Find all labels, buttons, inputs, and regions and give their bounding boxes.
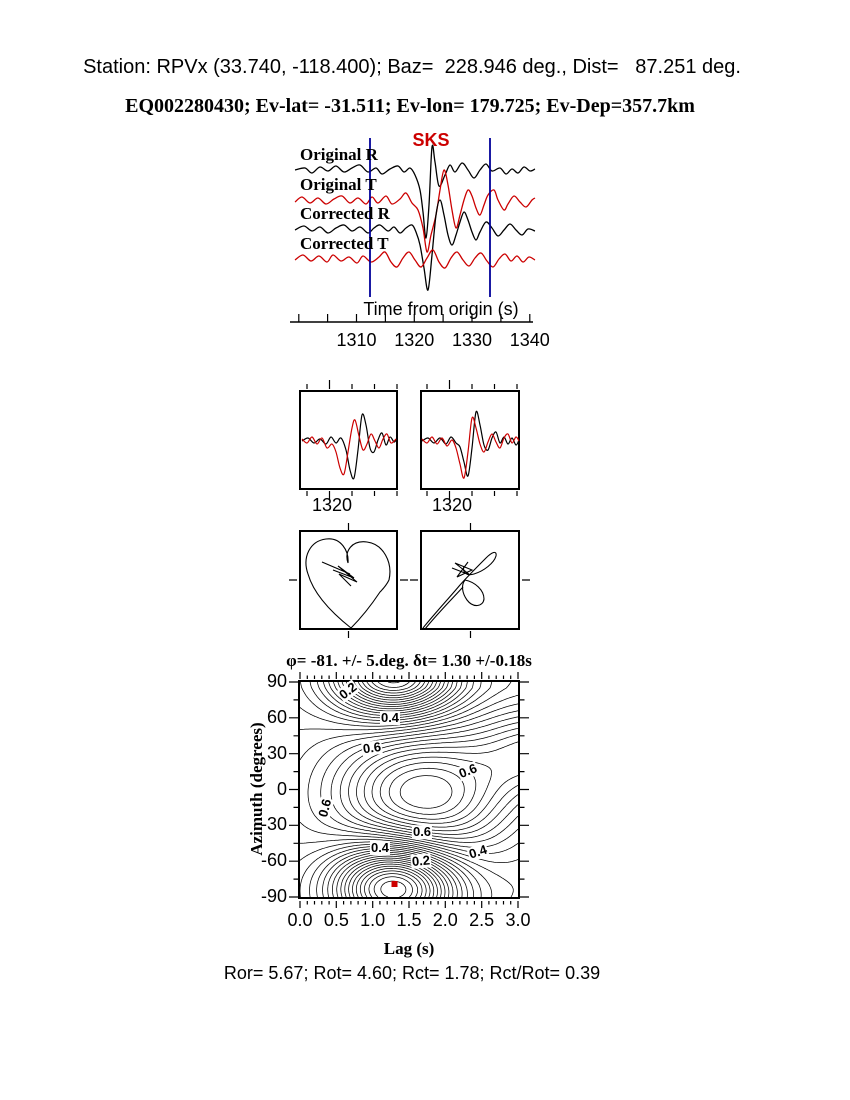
azimuth-tick-label: 0 (276, 778, 287, 799)
time-tick-label: 1340 (509, 330, 550, 350)
trace-label: Original R (300, 145, 378, 164)
pm-right-loop (462, 579, 485, 607)
pm-right-scribble (451, 561, 474, 578)
time-tick-label: 1310 (336, 330, 377, 350)
panel-tick-label: 1320 (431, 495, 473, 515)
lag-tick-label: 1.0 (360, 910, 386, 930)
time-tick-label: 1330 (451, 330, 493, 350)
phase-label-sks: SKS (412, 130, 450, 150)
contour-lines (299, 681, 519, 898)
contour-level-label: 0.4 (379, 710, 401, 726)
pair-left-black (301, 413, 397, 480)
pm-left-loop (305, 538, 391, 629)
pm-left-scribble (321, 561, 358, 587)
trace-label: Corrected T (300, 234, 389, 253)
contour-level-label: 0.4 (369, 840, 391, 856)
azimuth-tick-label: 30 (266, 742, 287, 763)
time-tick-label: 1320 (394, 330, 435, 350)
figure-title: Station: RPVx (33.740, -118.400); Baz= 2… (83, 56, 741, 78)
contour-level-label: 0.2 (410, 852, 432, 869)
analysis-window-lines (369, 138, 491, 297)
pair-right-red (421, 416, 520, 479)
azimuth-tick-label: -60 (260, 850, 287, 871)
result-summary: Ror= 5.67; Rot= 4.60; Rct= 1.78; Rct/Rot… (223, 963, 601, 983)
best-fit-marker (391, 881, 398, 887)
axis-ticks (289, 314, 531, 908)
fast-slow-panel-right (420, 390, 520, 490)
lag-tick-label: 2.0 (432, 910, 458, 930)
pm-right-main (422, 551, 497, 629)
x-axis-label: Lag (s) (383, 939, 435, 958)
azimuth-tick-label: 60 (266, 706, 287, 727)
azimuth-tick-label: -30 (260, 814, 287, 835)
contour-frame (298, 680, 520, 899)
azimuth-tick-label: -90 (260, 886, 287, 906)
lag-tick-label: 1.5 (396, 910, 422, 930)
contour-title: φ= -81. +/- 5.deg. δt= 1.30 +/-0.18s (286, 651, 532, 670)
particle-motion-panel-right (420, 530, 520, 630)
time-axis-label: Time from origin (s) (363, 299, 519, 319)
event-subtitle: EQ002280430; Ev-lat= -31.511; Ev-lon= 17… (125, 95, 695, 117)
particle-motion-panel-left (299, 530, 398, 630)
pm-right-parallel (424, 586, 464, 630)
fast-slow-panel-left (299, 390, 398, 490)
pair-left-red (301, 419, 397, 476)
trace-label: Corrected R (300, 204, 390, 223)
lag-tick-label: 0.0 (287, 910, 313, 930)
trace-corrected-r (294, 199, 536, 291)
trace-corrected-t (294, 249, 536, 269)
lag-tick-label: 3.0 (505, 910, 531, 930)
contour-level-label: 0.6 (411, 824, 433, 840)
contour-level-label: 0.6 (361, 738, 383, 757)
panel-tick-label: 1320 (311, 495, 353, 515)
lag-tick-label: 2.5 (469, 910, 495, 930)
azimuth-tick-label: 90 (266, 671, 287, 691)
trace-label: Original T (300, 175, 377, 194)
lag-tick-label: 0.5 (323, 910, 349, 930)
trace-original-r (294, 144, 536, 239)
